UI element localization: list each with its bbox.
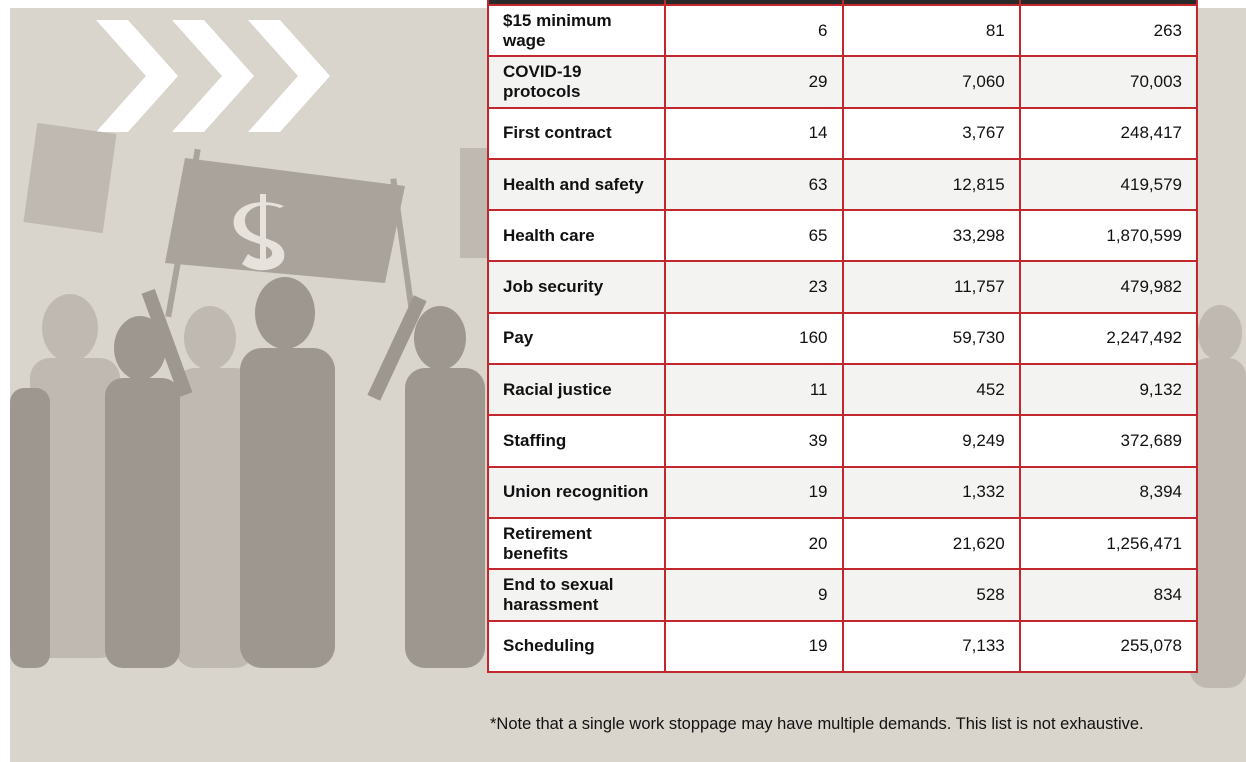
cell-value: 834 xyxy=(1018,568,1199,622)
table-row: COVID-19 protocols 29 7,060 70,003 xyxy=(486,55,1199,109)
row-label: Staffing xyxy=(486,414,667,468)
row-label: Retirement benefits xyxy=(486,516,667,571)
table-row: $15 minimum wage 6 81 263 xyxy=(486,3,1199,58)
cell-value: 419,579 xyxy=(1018,157,1199,212)
illustration xyxy=(10,20,1246,688)
cell-value: 452 xyxy=(841,363,1021,417)
cell-value: 14 xyxy=(664,106,844,160)
cell-value: 479,982 xyxy=(1018,260,1199,314)
cell-value: 1,256,471 xyxy=(1018,516,1199,571)
banner xyxy=(165,148,416,318)
table-row: Job security 23 11,757 479,982 xyxy=(486,260,1199,314)
header-edge-cell xyxy=(841,0,1021,6)
cell-value: 29 xyxy=(664,55,844,109)
cell-value: 1,870,599 xyxy=(1018,209,1199,263)
cell-value: 65 xyxy=(664,209,844,263)
cell-value: 372,689 xyxy=(1018,414,1199,468)
cell-value: 263 xyxy=(1018,3,1199,58)
cell-value: 9,132 xyxy=(1018,363,1199,417)
cell-value: 7,133 xyxy=(841,619,1021,673)
table-row: End to sexual harassment 9 528 834 xyxy=(486,568,1199,622)
cell-value: 63 xyxy=(664,157,844,212)
table-row: Racial justice 11 452 9,132 xyxy=(486,363,1199,417)
row-label: Health care xyxy=(486,209,667,263)
cell-value: 12,815 xyxy=(841,157,1021,212)
row-label: Pay xyxy=(486,311,667,366)
cell-value: 33,298 xyxy=(841,209,1021,263)
row-label: Scheduling xyxy=(486,619,667,673)
cell-value: 9,249 xyxy=(841,414,1021,468)
foreground-crowd xyxy=(10,277,485,668)
cell-value: 20 xyxy=(664,516,844,571)
header-edge-cell xyxy=(486,0,667,6)
cell-value: 8,394 xyxy=(1018,465,1199,519)
footnote: *Note that a single work stoppage may ha… xyxy=(490,715,1144,733)
cell-value: 160 xyxy=(664,311,844,366)
row-label: Union recognition xyxy=(486,465,667,519)
cell-value: 6 xyxy=(664,3,844,58)
cell-value: 3,767 xyxy=(841,106,1021,160)
table-row: First contract 14 3,767 248,417 xyxy=(486,106,1199,160)
row-label: First contract xyxy=(486,106,667,160)
chevrons xyxy=(96,20,330,132)
cell-value: 23 xyxy=(664,260,844,314)
row-label: COVID-19 protocols xyxy=(486,55,667,109)
cell-value: 11,757 xyxy=(841,260,1021,314)
cell-value: 21,620 xyxy=(841,516,1021,571)
row-label: $15 minimum wage xyxy=(486,3,667,58)
cell-value: 7,060 xyxy=(841,55,1021,109)
row-label: End to sexual harassment xyxy=(486,568,667,622)
table-row: Union recognition 19 1,332 8,394 xyxy=(486,465,1199,519)
table-row: Health care 65 33,298 1,870,599 xyxy=(486,209,1199,263)
cell-value: 255,078 xyxy=(1018,619,1199,673)
cell-value: 39 xyxy=(664,414,844,468)
table-row: Scheduling 19 7,133 255,078 xyxy=(486,619,1199,673)
cell-value: 19 xyxy=(664,619,844,673)
cell-value: 70,003 xyxy=(1018,55,1199,109)
table-row: Pay 160 59,730 2,247,492 xyxy=(486,311,1199,366)
cell-value: 248,417 xyxy=(1018,106,1199,160)
banner-symbol xyxy=(233,194,285,271)
table-row: Health and safety 63 12,815 419,579 xyxy=(486,157,1199,212)
row-label: Racial justice xyxy=(486,363,667,417)
cell-value: 59,730 xyxy=(841,311,1021,366)
background-crowd xyxy=(23,122,1246,688)
cell-value: 2,247,492 xyxy=(1018,311,1199,366)
row-label: Health and safety xyxy=(486,157,667,212)
cell-value: 11 xyxy=(664,363,844,417)
cell-value: 9 xyxy=(664,568,844,622)
data-table: $15 minimum wage 6 81 263 COVID-19 protocols… xyxy=(486,0,1199,673)
table-row: Retirement benefits 20 21,620 1,256,471 xyxy=(486,516,1199,571)
table-row: Staffing 39 9,249 372,689 xyxy=(486,414,1199,468)
row-label: Job security xyxy=(486,260,667,314)
cell-value: 19 xyxy=(664,465,844,519)
header-edge-cell xyxy=(664,0,844,6)
header-edge xyxy=(486,0,1199,6)
header-edge-cell xyxy=(1018,0,1199,6)
cell-value: 81 xyxy=(841,3,1021,58)
cell-value: 1,332 xyxy=(841,465,1021,519)
cell-value: 528 xyxy=(841,568,1021,622)
